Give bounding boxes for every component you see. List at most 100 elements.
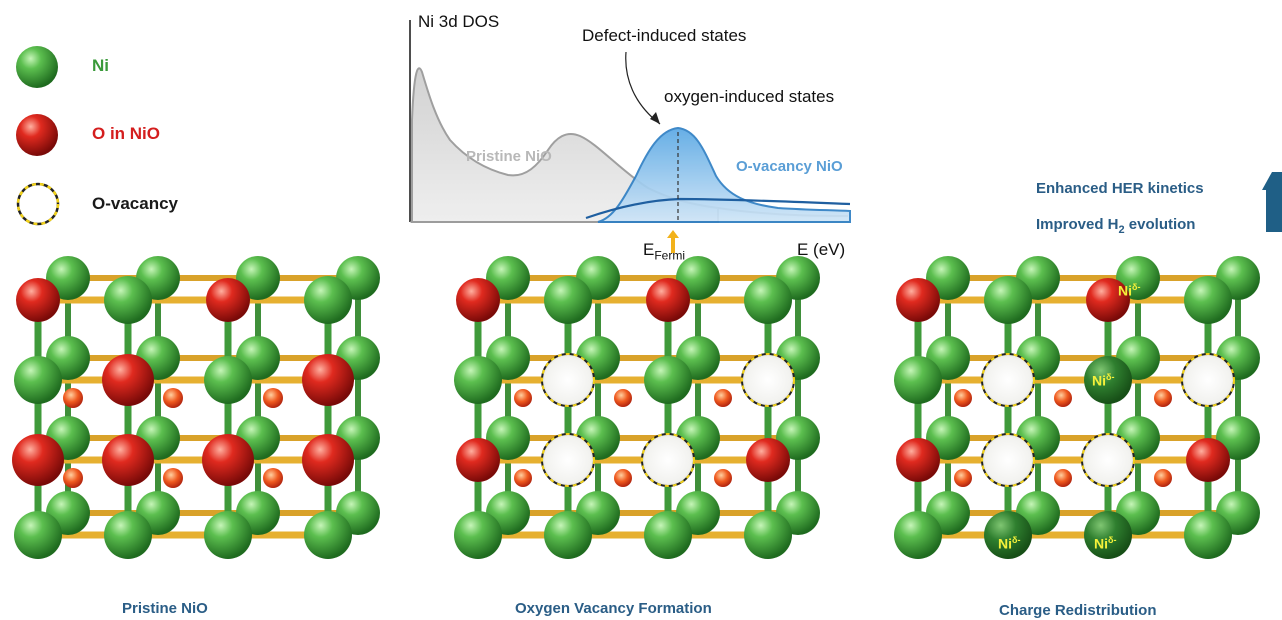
ni-atom	[644, 511, 692, 559]
vacancy-tail	[585, 197, 851, 220]
ni-atom	[1084, 356, 1132, 404]
vacancy-curve-label: O-vacancy NiO	[736, 158, 843, 175]
o-atom-small	[263, 468, 283, 488]
o-atom-small	[1054, 389, 1072, 407]
ni-atom	[644, 356, 692, 404]
effect-h2-evolution: Improved H2 evolution	[1036, 216, 1196, 236]
lattice-vacancy	[454, 256, 820, 559]
oxygen-annotation: oxygen-induced states	[664, 87, 835, 106]
ni-atom	[894, 356, 942, 404]
o-atom	[206, 278, 250, 322]
oxygen-vacancy	[1081, 433, 1135, 487]
legend-o-label: O in NiO	[92, 124, 160, 143]
o-atom	[896, 278, 940, 322]
caption-charge: Charge Redistribution	[999, 602, 1157, 619]
o-atom	[202, 434, 254, 486]
ni-delta-label: Niδ-	[1118, 282, 1141, 299]
oxygen-vacancy-ring	[541, 433, 595, 487]
pristine-curve-label: Pristine NiO	[466, 148, 552, 165]
o-atom-small	[1154, 469, 1172, 487]
vacancy-dos-curve	[597, 126, 851, 223]
ni-delta-label: Niδ-	[998, 535, 1021, 552]
oxygen-vacancy-ring	[981, 353, 1035, 407]
oxygen-vacancy	[541, 433, 595, 487]
effect-her-kinetics: Enhanced HER kinetics	[1036, 180, 1204, 197]
fermi-arrow-icon	[667, 230, 679, 238]
o-atom	[1186, 438, 1230, 482]
oxygen-vacancy-ring	[741, 353, 795, 407]
oxygen-vacancy	[641, 433, 695, 487]
ni-atom	[104, 276, 152, 324]
up-arrow-icon	[1262, 172, 1282, 232]
defect-arrow-head	[650, 112, 660, 124]
oxygen-vacancy	[981, 433, 1035, 487]
o-legend-sphere	[16, 114, 58, 156]
o-atom	[16, 278, 60, 322]
ni-atom	[1184, 511, 1232, 559]
fermi-arrow-shaft	[671, 237, 675, 253]
caption-pristine: Pristine NiO	[122, 600, 208, 617]
oxygen-vacancy-ring	[1081, 433, 1135, 487]
ni-atom	[204, 511, 252, 559]
o-atom	[12, 434, 64, 486]
dos-axis-title: Ni 3d DOS	[418, 12, 500, 31]
o-atom	[1086, 278, 1130, 322]
legend-ni-label: Ni	[92, 56, 109, 75]
ni-atom	[204, 356, 252, 404]
o-atom-small	[1054, 469, 1072, 487]
ni-atom	[894, 511, 942, 559]
o-atom-small	[714, 389, 732, 407]
o-atom-small	[1154, 389, 1172, 407]
o-atom-small	[163, 388, 183, 408]
o-atom-small	[263, 388, 283, 408]
lattice-pristine	[12, 256, 380, 559]
o-atom	[102, 434, 154, 486]
ni-atom	[744, 511, 792, 559]
o-atom	[646, 278, 690, 322]
defect-arrow	[625, 51, 661, 125]
o-atom-small	[614, 469, 632, 487]
ni-atom	[14, 511, 62, 559]
o-atom-small	[514, 389, 532, 407]
defect-annotation: Defect-induced states	[582, 26, 747, 45]
ni-atom	[1084, 511, 1132, 559]
ni-delta-label: Niδ-	[1092, 372, 1115, 389]
oxygen-vacancy	[741, 353, 795, 407]
ni-atom	[304, 276, 352, 324]
ni-atom	[544, 276, 592, 324]
dos-plot	[409, 20, 851, 253]
legend-vacancy-label: O-vacancy	[92, 194, 178, 213]
o-atom	[746, 438, 790, 482]
fermi-label: EFermi	[643, 240, 686, 263]
ni-atom	[984, 276, 1032, 324]
vacancy-legend-icon	[16, 182, 60, 226]
caption-vacancy: Oxygen Vacancy Formation	[515, 600, 712, 617]
o-atom-small	[954, 389, 972, 407]
ni-atom	[544, 511, 592, 559]
ni-atom	[454, 356, 502, 404]
oxygen-vacancy	[1181, 353, 1235, 407]
o-atom	[896, 438, 940, 482]
oxygen-vacancy	[981, 353, 1035, 407]
ni-delta-label: Niδ-	[1094, 535, 1117, 552]
oxygen-vacancy-ring	[981, 433, 1035, 487]
o-atom	[102, 354, 154, 406]
ni-atom	[984, 511, 1032, 559]
oxygen-vacancy	[541, 353, 595, 407]
o-atom	[302, 434, 354, 486]
oxygen-vacancy-ring	[1181, 353, 1235, 407]
oxygen-vacancy-ring	[541, 353, 595, 407]
o-atom-small	[614, 389, 632, 407]
o-atom-small	[63, 468, 83, 488]
ni-atom	[744, 276, 792, 324]
o-atom	[456, 438, 500, 482]
o-atom-small	[63, 388, 83, 408]
ni-legend-sphere	[16, 46, 58, 88]
o-atom-small	[954, 469, 972, 487]
ni-atom	[1184, 276, 1232, 324]
o-atom	[456, 278, 500, 322]
o-atom	[302, 354, 354, 406]
o-atom-small	[514, 469, 532, 487]
ni-atom	[304, 511, 352, 559]
lattice-charge	[894, 256, 1260, 559]
